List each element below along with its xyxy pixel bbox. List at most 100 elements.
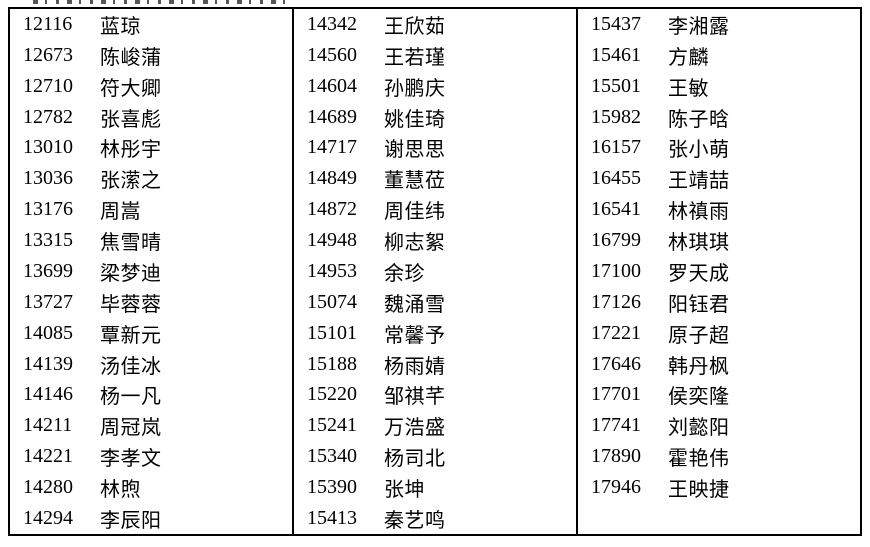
student-name: 秦艺鸣 bbox=[384, 509, 446, 532]
student-id: 17100 bbox=[591, 259, 641, 282]
table-row: 12116 蓝琼 bbox=[10, 9, 292, 40]
student-name: 万浩盛 bbox=[384, 417, 446, 440]
student-id: 13176 bbox=[23, 198, 73, 221]
student-id: 16799 bbox=[591, 229, 641, 252]
table-column-3: 15437 李湘露 15461 方麟 15501 王敏 15982 陈子晗 16… bbox=[578, 9, 860, 534]
student-id: 15188 bbox=[307, 352, 357, 375]
student-name: 李孝文 bbox=[100, 448, 162, 471]
table-row: 12673 陈峻蒲 bbox=[10, 40, 292, 71]
table-row: 14211 周冠岚 bbox=[10, 410, 292, 441]
student-name: 邹祺芊 bbox=[384, 386, 446, 409]
student-name: 蓝琼 bbox=[100, 15, 141, 38]
student-id: 16157 bbox=[591, 136, 641, 159]
student-name: 谢思思 bbox=[384, 139, 446, 162]
table-row: 14717 谢思思 bbox=[294, 133, 576, 164]
student-name: 霍艳伟 bbox=[668, 448, 730, 471]
student-name: 王敏 bbox=[668, 77, 709, 100]
table-row: 15390 张坤 bbox=[294, 472, 576, 503]
table-row: 14604 孙鹏庆 bbox=[294, 71, 576, 102]
student-name: 李湘露 bbox=[668, 15, 730, 38]
table-row: 15188 杨雨婧 bbox=[294, 349, 576, 380]
student-id: 14953 bbox=[307, 259, 357, 282]
student-name: 梁梦迪 bbox=[100, 262, 162, 285]
student-id: 14146 bbox=[23, 383, 73, 406]
table-row: 17890 霍艳伟 bbox=[578, 441, 860, 472]
table-row: 14280 林煦 bbox=[10, 472, 292, 503]
student-id: 15390 bbox=[307, 476, 357, 499]
student-name: 王欣茹 bbox=[384, 15, 446, 38]
student-id: 16455 bbox=[591, 167, 641, 190]
student-name: 原子超 bbox=[668, 324, 730, 347]
student-id: 14342 bbox=[307, 12, 357, 35]
student-id: 16541 bbox=[591, 198, 641, 221]
student-id: 15074 bbox=[307, 290, 357, 313]
table-row: 14948 柳志絮 bbox=[294, 225, 576, 256]
table-row: 15074 魏涌雪 bbox=[294, 287, 576, 318]
table-row: 15413 秦艺鸣 bbox=[294, 503, 576, 534]
table-row: 15982 陈子晗 bbox=[578, 102, 860, 133]
student-id: 13727 bbox=[23, 290, 73, 313]
table-row: 14221 李孝文 bbox=[10, 441, 292, 472]
student-id: 15241 bbox=[307, 414, 357, 437]
student-id: 15101 bbox=[307, 321, 357, 344]
table-row: 17741 刘懿阳 bbox=[578, 410, 860, 441]
student-id: 14604 bbox=[307, 74, 357, 97]
student-name: 杨一凡 bbox=[100, 386, 162, 409]
table-row: 14342 王欣茹 bbox=[294, 9, 576, 40]
student-id: 15340 bbox=[307, 445, 357, 468]
student-id: 17890 bbox=[591, 445, 641, 468]
student-name: 王若瑾 bbox=[384, 46, 446, 69]
student-name: 侯奕隆 bbox=[668, 386, 730, 409]
student-id: 15982 bbox=[591, 105, 641, 128]
student-id: 12710 bbox=[23, 74, 73, 97]
student-name: 陈峻蒲 bbox=[100, 46, 162, 69]
student-name: 王映捷 bbox=[668, 479, 730, 502]
student-id: 14211 bbox=[23, 414, 73, 437]
student-name: 常馨予 bbox=[384, 324, 446, 347]
clipped-text-fragment bbox=[33, 0, 289, 4]
student-id: 13010 bbox=[23, 136, 73, 159]
table-row: 16455 王靖喆 bbox=[578, 163, 860, 194]
student-id: 13315 bbox=[23, 229, 73, 252]
student-name: 符大卿 bbox=[100, 77, 162, 100]
table-row: 15101 常馨予 bbox=[294, 318, 576, 349]
table-row: 13727 毕蓉蓉 bbox=[10, 287, 292, 318]
table-row: 15461 方麟 bbox=[578, 40, 860, 71]
table-row: 12782 张喜彪 bbox=[10, 102, 292, 133]
table-column-1: 12116 蓝琼 12673 陈峻蒲 12710 符大卿 12782 张喜彪 1… bbox=[10, 9, 294, 534]
table-row: 15437 李湘露 bbox=[578, 9, 860, 40]
student-id: 17646 bbox=[591, 352, 641, 375]
student-name: 焦雪晴 bbox=[100, 232, 162, 255]
table-row: 14872 周佳纬 bbox=[294, 194, 576, 225]
student-id: 14560 bbox=[307, 43, 357, 66]
student-id: 14221 bbox=[23, 445, 73, 468]
student-name: 方麟 bbox=[668, 46, 709, 69]
student-id: 15220 bbox=[307, 383, 357, 406]
student-name: 张小萌 bbox=[668, 139, 730, 162]
student-id: 12673 bbox=[23, 43, 73, 66]
table-row: 17646 韩丹枫 bbox=[578, 349, 860, 380]
student-id: 14872 bbox=[307, 198, 357, 221]
table-row: 15340 杨司北 bbox=[294, 441, 576, 472]
table-column-2: 14342 王欣茹 14560 王若瑾 14604 孙鹏庆 14689 姚佳琦 … bbox=[294, 9, 578, 534]
table-row: 14953 余珍 bbox=[294, 256, 576, 287]
table-row: 16157 张小萌 bbox=[578, 133, 860, 164]
student-name: 魏涌雪 bbox=[384, 293, 446, 316]
student-name: 孙鹏庆 bbox=[384, 77, 446, 100]
student-id: 13699 bbox=[23, 259, 73, 282]
student-id: 14294 bbox=[23, 506, 73, 529]
table-row: 17221 原子超 bbox=[578, 318, 860, 349]
table-row: 14139 汤佳冰 bbox=[10, 349, 292, 380]
student-name: 林彤宇 bbox=[100, 139, 162, 162]
student-id: 13036 bbox=[23, 167, 73, 190]
student-id: 12116 bbox=[23, 12, 73, 35]
table-row: 17126 阳钰君 bbox=[578, 287, 860, 318]
table-row: 14689 姚佳琦 bbox=[294, 102, 576, 133]
student-id: 14139 bbox=[23, 352, 73, 375]
student-name: 刘懿阳 bbox=[668, 417, 730, 440]
student-id: 12782 bbox=[23, 105, 73, 128]
table-row: 14849 董慧莅 bbox=[294, 163, 576, 194]
student-id: 17741 bbox=[591, 414, 641, 437]
table-row: 15241 万浩盛 bbox=[294, 410, 576, 441]
